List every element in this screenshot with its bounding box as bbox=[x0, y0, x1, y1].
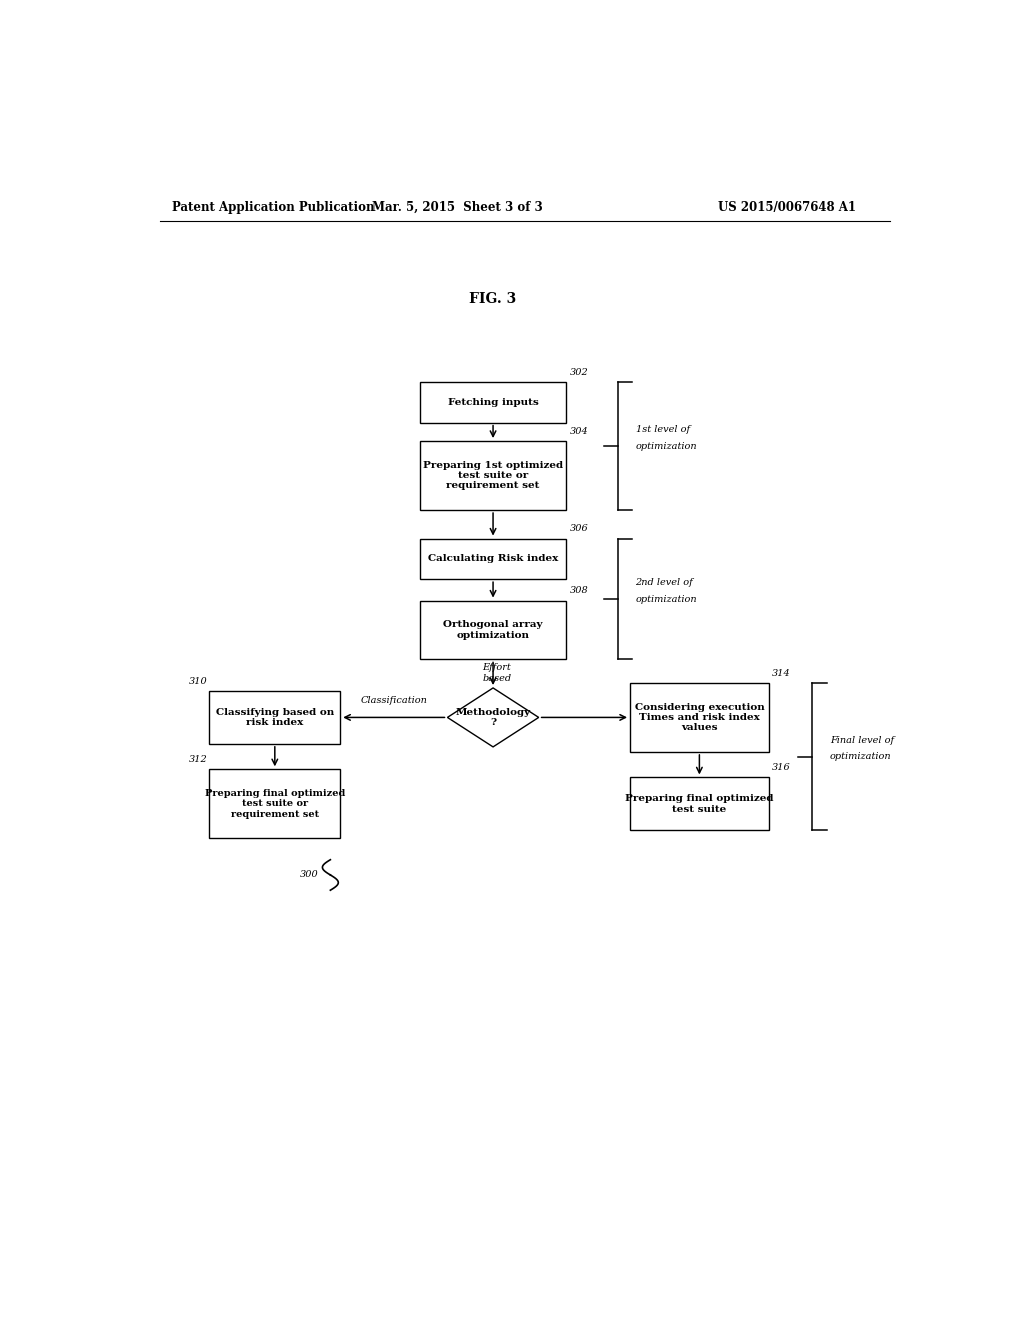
FancyBboxPatch shape bbox=[420, 381, 566, 422]
Text: optimization: optimization bbox=[636, 442, 697, 450]
Text: Orthogonal array
optimization: Orthogonal array optimization bbox=[443, 620, 543, 640]
FancyBboxPatch shape bbox=[209, 770, 340, 838]
Text: Mar. 5, 2015  Sheet 3 of 3: Mar. 5, 2015 Sheet 3 of 3 bbox=[372, 201, 543, 214]
Text: Effort
based: Effort based bbox=[482, 664, 512, 682]
Text: 304: 304 bbox=[569, 426, 589, 436]
Text: optimization: optimization bbox=[636, 594, 697, 603]
FancyBboxPatch shape bbox=[209, 690, 340, 744]
Text: Preparing 1st optimized
test suite or
requirement set: Preparing 1st optimized test suite or re… bbox=[423, 461, 563, 491]
Text: 314: 314 bbox=[772, 669, 791, 677]
Text: 308: 308 bbox=[569, 586, 589, 595]
FancyBboxPatch shape bbox=[630, 777, 769, 830]
Text: Fetching inputs: Fetching inputs bbox=[447, 397, 539, 407]
Text: Considering execution
Times and risk index
values: Considering execution Times and risk ind… bbox=[635, 702, 764, 733]
Text: FIG. 3: FIG. 3 bbox=[469, 292, 517, 306]
Text: US 2015/0067648 A1: US 2015/0067648 A1 bbox=[718, 201, 856, 214]
Polygon shape bbox=[447, 688, 539, 747]
Text: 312: 312 bbox=[189, 755, 208, 764]
Text: 302: 302 bbox=[569, 368, 589, 378]
Text: Calculating Risk index: Calculating Risk index bbox=[428, 554, 558, 564]
Text: optimization: optimization bbox=[829, 752, 892, 762]
Text: Classification: Classification bbox=[360, 696, 427, 705]
Text: Methodology
?: Methodology ? bbox=[456, 708, 530, 727]
Text: Preparing final optimized
test suite or
requirement set: Preparing final optimized test suite or … bbox=[205, 789, 345, 818]
Text: 300: 300 bbox=[300, 870, 318, 879]
FancyBboxPatch shape bbox=[420, 601, 566, 660]
Text: 306: 306 bbox=[569, 524, 589, 533]
FancyBboxPatch shape bbox=[420, 539, 566, 579]
FancyBboxPatch shape bbox=[420, 441, 566, 510]
Text: 316: 316 bbox=[772, 763, 791, 772]
Text: Patent Application Publication: Patent Application Publication bbox=[172, 201, 374, 214]
Text: Final level of: Final level of bbox=[829, 735, 894, 744]
FancyBboxPatch shape bbox=[630, 682, 769, 752]
Text: Classifying based on
risk index: Classifying based on risk index bbox=[216, 708, 334, 727]
Text: 310: 310 bbox=[189, 677, 208, 686]
Text: 2nd level of: 2nd level of bbox=[636, 578, 693, 587]
Text: Preparing final optimized
test suite: Preparing final optimized test suite bbox=[625, 795, 774, 813]
Text: 1st level of: 1st level of bbox=[636, 425, 689, 434]
